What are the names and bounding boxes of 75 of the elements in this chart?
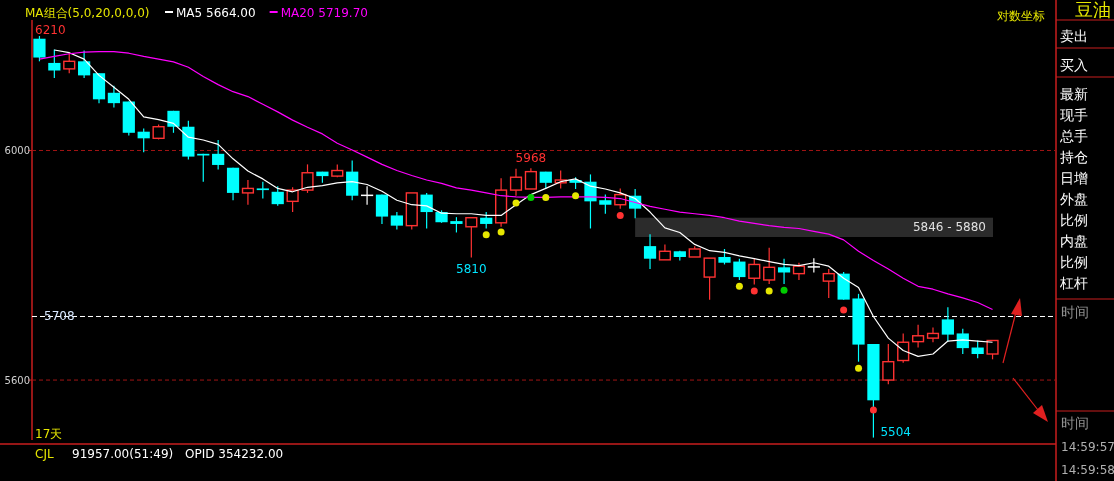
candlestick <box>420 192 433 230</box>
candlestick <box>524 167 537 190</box>
candlestick <box>733 258 746 281</box>
candlestick <box>986 339 999 360</box>
candlestick <box>465 217 478 259</box>
text: 总手 <box>1059 128 1088 144</box>
candlestick <box>599 193 612 215</box>
point <box>497 228 505 236</box>
y-tick-label: 5600 <box>4 375 30 387</box>
legend-label: MA20 5719.70 <box>280 6 368 20</box>
text: OPID 354232.00 <box>185 447 284 461</box>
annotation: 对数坐标 <box>997 9 1045 23</box>
text: MA组合(5,0,20,0,0,0) <box>25 6 150 20</box>
text: 比例 <box>1060 212 1088 228</box>
text: 持仓 <box>1060 149 1088 165</box>
text: CJL <box>35 447 54 461</box>
annotation: 6210 <box>35 23 66 37</box>
point <box>542 193 550 201</box>
point <box>482 231 490 239</box>
point <box>616 211 624 219</box>
candlestick <box>271 185 284 207</box>
candlestick <box>33 35 46 62</box>
candlestick <box>748 257 761 286</box>
point <box>780 286 788 294</box>
candlestick <box>941 306 954 343</box>
point <box>735 282 743 290</box>
candlestick <box>286 186 299 213</box>
text: 91957.00(51:49) <box>72 447 174 461</box>
candlestick <box>911 324 925 349</box>
text: 豆油 <box>1075 0 1111 20</box>
text: 时间 <box>1061 304 1089 320</box>
point <box>765 287 773 295</box>
ref-line-label: 5708 <box>44 309 75 324</box>
annotation: 5504 <box>880 425 911 439</box>
candlestick <box>78 49 91 79</box>
text: 杠杆 <box>1059 275 1088 291</box>
candlestick <box>107 85 121 109</box>
text: 最新 <box>1060 86 1088 102</box>
annotation: 5968 <box>515 151 547 166</box>
point <box>750 287 758 295</box>
candlestick <box>703 257 716 301</box>
text: 买入 <box>1060 57 1088 73</box>
text: 卖出 <box>1060 28 1088 44</box>
annotation: 17天 <box>35 427 63 441</box>
candlestick <box>822 268 835 299</box>
annotation: 5810 <box>456 261 487 276</box>
candlestick <box>509 168 523 197</box>
band-label: 5846 - 5880 <box>912 220 986 235</box>
text: 现手 <box>1060 107 1088 123</box>
text: 外盘 <box>1060 191 1088 207</box>
text: 时间 <box>1061 415 1089 431</box>
point <box>855 364 863 372</box>
point <box>869 406 877 414</box>
candlestick <box>48 48 61 79</box>
candlestick <box>375 193 389 225</box>
legend-label: MA5 5664.00 <box>176 6 256 20</box>
candlestick <box>777 258 791 285</box>
text: 14:59:58 <box>1061 463 1114 477</box>
point <box>527 193 535 201</box>
candlestick <box>763 247 776 285</box>
candlestick <box>643 233 657 270</box>
text: 比例 <box>1060 254 1088 270</box>
candlestick <box>212 139 225 170</box>
text: 日增 <box>1060 170 1088 186</box>
candlestick <box>301 163 314 194</box>
candlestick <box>241 179 255 206</box>
text: 内盘 <box>1060 233 1088 249</box>
point <box>512 199 520 207</box>
point <box>840 306 848 314</box>
candlestick <box>956 328 969 355</box>
text: 14:59:57 <box>1061 440 1114 454</box>
candlestick <box>63 51 76 74</box>
candlestick <box>882 343 895 385</box>
y-tick-label: 6000 <box>4 145 30 157</box>
point <box>572 192 580 200</box>
